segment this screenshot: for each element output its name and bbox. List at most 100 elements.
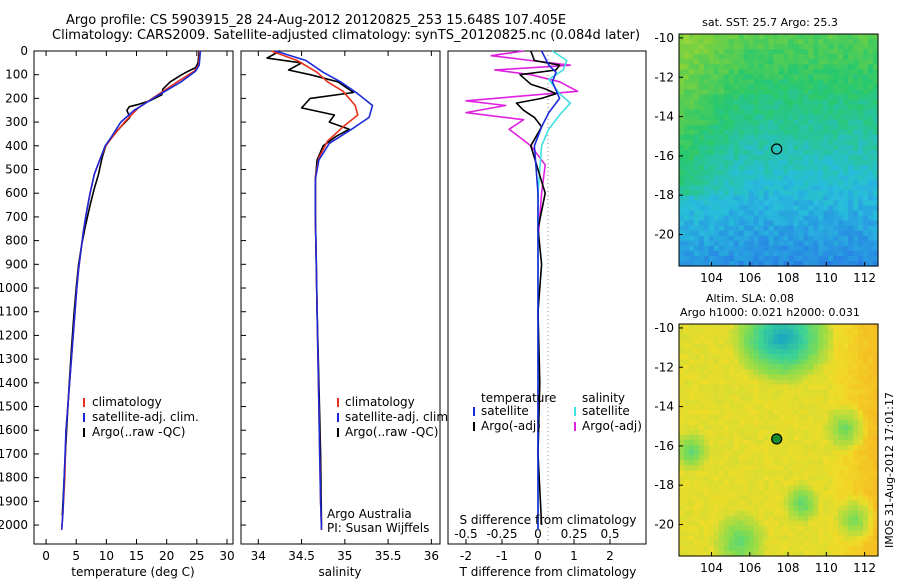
map-cell — [873, 339, 879, 345]
map-cell — [873, 190, 879, 196]
x-tick-label: 2 — [606, 549, 614, 563]
map-cell — [773, 379, 780, 386]
map-cell — [788, 495, 795, 502]
map-cell — [838, 389, 844, 396]
map-cell — [693, 505, 700, 512]
map-cell — [688, 79, 695, 86]
map-cell — [773, 49, 780, 55]
map-cell — [723, 414, 730, 421]
map-cell — [858, 114, 864, 121]
map-cell — [848, 450, 854, 456]
map-cell — [688, 465, 695, 471]
map-cell — [758, 84, 765, 91]
map-cell — [828, 359, 834, 365]
map-cell — [868, 495, 874, 502]
map-cell — [853, 480, 859, 486]
map-cell — [853, 69, 859, 75]
map-cell — [723, 235, 730, 242]
map-cell — [778, 455, 785, 461]
map-cell — [863, 495, 869, 502]
map-cell — [679, 399, 685, 406]
map-cell — [778, 74, 785, 80]
map-cell — [868, 450, 874, 456]
map-cell — [763, 520, 770, 527]
map-cell — [698, 515, 705, 522]
map-cell — [803, 399, 809, 406]
map-cell — [868, 205, 874, 212]
map-cell — [818, 215, 824, 222]
map-cell — [843, 500, 849, 507]
map-cell — [763, 374, 770, 381]
map-cell — [793, 429, 799, 436]
map-cell — [783, 39, 790, 45]
map-cell — [703, 540, 710, 547]
map-cell — [758, 409, 765, 416]
map-cell — [853, 84, 859, 91]
map-cell — [718, 155, 725, 161]
map-cell — [793, 109, 799, 116]
map-cell — [773, 480, 780, 486]
map-cell — [748, 59, 755, 65]
map-cell — [768, 470, 775, 476]
map-cell — [783, 165, 790, 171]
map-cell — [718, 134, 725, 141]
map-cell — [873, 344, 879, 350]
map-cell — [718, 545, 725, 552]
map-cell — [743, 394, 750, 401]
map-cell — [783, 89, 790, 96]
map-cell — [718, 255, 725, 262]
map-cell — [803, 74, 809, 80]
map-cell — [693, 334, 700, 340]
map-cell — [753, 170, 760, 176]
map-cell — [703, 210, 710, 217]
map-cell — [748, 424, 755, 431]
map-cell — [698, 500, 705, 507]
map-cell — [733, 349, 740, 355]
map-cell — [828, 545, 834, 552]
map-cell — [738, 520, 745, 527]
map-cell — [728, 215, 735, 222]
map-cell — [703, 49, 710, 55]
map-cell — [683, 210, 690, 217]
map-cell — [748, 109, 755, 116]
legend-climatology: climatology — [92, 395, 162, 409]
map-cell — [843, 39, 849, 45]
map-cell — [743, 119, 750, 126]
map-cell — [723, 495, 730, 502]
map-cell — [708, 34, 715, 40]
map-cell — [688, 545, 695, 552]
map-cell — [868, 79, 874, 86]
map-cell — [843, 495, 849, 502]
map-cell — [803, 329, 809, 335]
map-cell — [708, 344, 715, 350]
map-cell — [728, 414, 735, 421]
map-cell — [703, 404, 710, 411]
map-cell — [763, 205, 770, 212]
map-cell — [858, 185, 864, 191]
map-cell — [793, 460, 799, 466]
map-cell — [793, 480, 799, 486]
map-cell — [863, 429, 869, 436]
salinity-xlabel: salinity — [318, 565, 361, 579]
map-cell — [818, 119, 824, 126]
map-cell — [698, 170, 705, 176]
map-cell — [848, 119, 854, 126]
map-cell — [783, 245, 790, 252]
map-cell — [723, 344, 730, 350]
map-cell — [768, 429, 775, 436]
map-cell — [798, 180, 804, 186]
map-cell — [683, 480, 690, 486]
map-cell — [863, 39, 869, 45]
map-cell — [838, 255, 844, 262]
map-cell — [828, 69, 834, 75]
map-cell — [693, 134, 700, 141]
map-cell — [713, 334, 720, 340]
map-cell — [728, 230, 735, 237]
argo-location-marker — [771, 433, 783, 445]
map-cell — [803, 225, 809, 232]
map-cell — [823, 134, 829, 141]
map-cell — [713, 460, 720, 466]
map-cell — [808, 54, 814, 60]
map-cell — [733, 434, 740, 441]
map-cell — [708, 369, 715, 376]
